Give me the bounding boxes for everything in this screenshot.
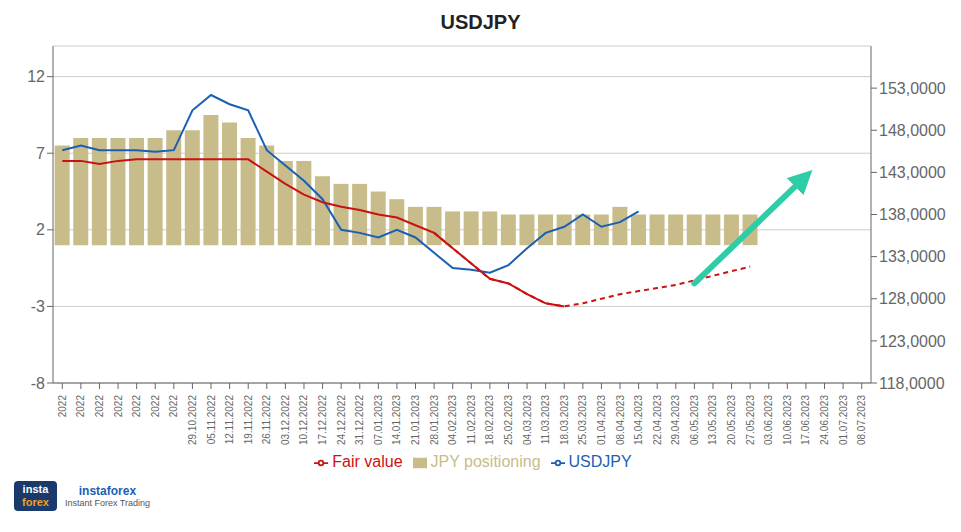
svg-text:2022: 2022 bbox=[150, 395, 161, 418]
svg-text:2: 2 bbox=[36, 221, 45, 238]
svg-text:17.06.2023: 17.06.2023 bbox=[800, 395, 811, 445]
svg-text:01.07.2023: 01.07.2023 bbox=[838, 395, 849, 445]
svg-text:-8: -8 bbox=[31, 375, 45, 392]
svg-text:128,0000: 128,0000 bbox=[879, 290, 946, 307]
html-text:Fair value: Fair value bbox=[332, 453, 403, 470]
svg-text:13.05.2023: 13.05.2023 bbox=[707, 395, 718, 445]
svg-text:29.04.2023: 29.04.2023 bbox=[670, 395, 681, 445]
svg-text:-3: -3 bbox=[31, 298, 45, 315]
html-text:USDJPY: USDJPY bbox=[440, 11, 521, 33]
svg-text:15.04.2023: 15.04.2023 bbox=[633, 395, 644, 445]
svg-text:2022: 2022 bbox=[113, 395, 124, 418]
svg-text:28.01.2023: 28.01.2023 bbox=[429, 395, 440, 445]
svg-text:07.01.2023: 07.01.2023 bbox=[373, 395, 384, 445]
svg-text:2022: 2022 bbox=[75, 395, 86, 418]
svg-text:138,0000: 138,0000 bbox=[879, 206, 946, 223]
html-text:insta: insta bbox=[22, 483, 49, 495]
svg-text:2022: 2022 bbox=[168, 395, 179, 418]
svg-text:01.04.2023: 01.04.2023 bbox=[596, 395, 607, 445]
svg-text:10.06.2023: 10.06.2023 bbox=[782, 395, 793, 445]
svg-text:148,0000: 148,0000 bbox=[879, 122, 946, 139]
svg-text:12: 12 bbox=[27, 68, 45, 85]
svg-text:31.12.2022: 31.12.2022 bbox=[354, 395, 365, 445]
svg-text:24.12.2022: 24.12.2022 bbox=[336, 395, 347, 445]
svg-text:03.12.2022: 03.12.2022 bbox=[280, 395, 291, 445]
svg-text:133,0000: 133,0000 bbox=[879, 248, 946, 265]
svg-text:17.12.2022: 17.12.2022 bbox=[317, 395, 328, 445]
html-text:JPY positioning: JPY positioning bbox=[430, 453, 541, 470]
svg-text:27.05.2023: 27.05.2023 bbox=[745, 395, 756, 445]
svg-text:24.06.2023: 24.06.2023 bbox=[819, 395, 830, 445]
html-text:USDJPY: USDJPY bbox=[568, 453, 632, 470]
svg-text:03.06.2023: 03.06.2023 bbox=[763, 395, 774, 445]
svg-text:21.01.2023: 21.01.2023 bbox=[410, 395, 421, 445]
svg-text:143,0000: 143,0000 bbox=[879, 164, 946, 181]
svg-text:22.04.2023: 22.04.2023 bbox=[652, 395, 663, 445]
svg-text:118,0000: 118,0000 bbox=[879, 375, 945, 392]
svg-text:7: 7 bbox=[36, 145, 45, 162]
svg-text:10.12.2022: 10.12.2022 bbox=[298, 395, 309, 445]
svg-text:2022: 2022 bbox=[131, 395, 142, 418]
svg-text:2022: 2022 bbox=[57, 395, 68, 418]
svg-text:25.02.2023: 25.02.2023 bbox=[503, 395, 514, 445]
svg-text:153,0000: 153,0000 bbox=[879, 80, 946, 97]
svg-text:19.11.2022: 19.11.2022 bbox=[243, 395, 254, 445]
svg-text:123,0000: 123,0000 bbox=[879, 333, 946, 350]
svg-text:20.05.2023: 20.05.2023 bbox=[726, 395, 737, 445]
svg-text:04.03.2023: 04.03.2023 bbox=[522, 395, 533, 445]
svg-text:08.07.2023: 08.07.2023 bbox=[856, 395, 867, 445]
svg-text:26.11.2022: 26.11.2022 bbox=[261, 395, 272, 445]
svg-text:06.05.2023: 06.05.2023 bbox=[689, 395, 700, 445]
svg-text:04.02.2023: 04.02.2023 bbox=[447, 395, 458, 445]
html-text:forex: forex bbox=[22, 496, 49, 508]
svg-text:25.03.2023: 25.03.2023 bbox=[577, 395, 588, 445]
svg-text:08.04.2023: 08.04.2023 bbox=[615, 395, 626, 445]
svg-text:11.02.2023: 11.02.2023 bbox=[466, 395, 477, 445]
html-text:Instant Forex Trading: Instant Forex Trading bbox=[64, 498, 150, 508]
svg-text:05.11.2022: 05.11.2022 bbox=[206, 395, 217, 445]
svg-text:2022: 2022 bbox=[94, 395, 105, 418]
svg-text:14.01.2023: 14.01.2023 bbox=[391, 395, 402, 445]
svg-text:18.02.2023: 18.02.2023 bbox=[484, 395, 495, 445]
svg-text:29.10.2022: 29.10.2022 bbox=[187, 395, 198, 445]
html-text:instaforex: instaforex bbox=[78, 484, 137, 498]
svg-text:12.11.2022: 12.11.2022 bbox=[224, 395, 235, 445]
svg-text:11.03.2023: 11.03.2023 bbox=[540, 395, 551, 445]
svg-text:18.03.2023: 18.03.2023 bbox=[559, 395, 570, 445]
